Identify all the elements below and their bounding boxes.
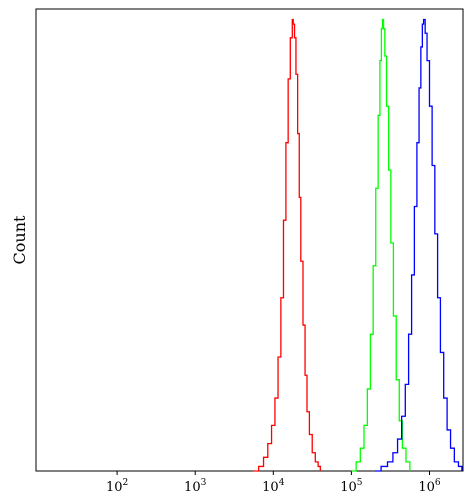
histogram-series-line: [253, 18, 321, 472]
x-tick-label: 102: [106, 478, 128, 495]
series-layer: [253, 18, 463, 472]
x-tick-label: 103: [184, 478, 207, 495]
histogram-series-line: [351, 18, 411, 472]
x-tick-label-base: 10: [262, 480, 279, 495]
y-axis-label: Count: [10, 215, 29, 264]
histogram-series-line: [374, 18, 463, 472]
x-tick-label-base: 10: [184, 480, 201, 495]
x-tick-label: 106: [418, 478, 441, 495]
x-tick-label-exponent: 6: [435, 478, 441, 488]
x-tick-label-base: 10: [340, 480, 357, 495]
x-tick-label-exponent: 5: [357, 478, 363, 488]
x-tick-label-base: 10: [418, 480, 435, 495]
x-tick-label-exponent: 2: [123, 478, 129, 488]
x-tick-label-exponent: 3: [201, 478, 207, 488]
plot-area-frame: [35, 8, 464, 472]
x-tick-label-base: 10: [106, 480, 123, 495]
x-axis-ticks: 102103104105106107: [106, 471, 441, 495]
x-tick-label: 105: [340, 478, 363, 495]
x-tick-label-exponent: 4: [279, 478, 285, 488]
x-tick-label: 104: [262, 478, 285, 495]
